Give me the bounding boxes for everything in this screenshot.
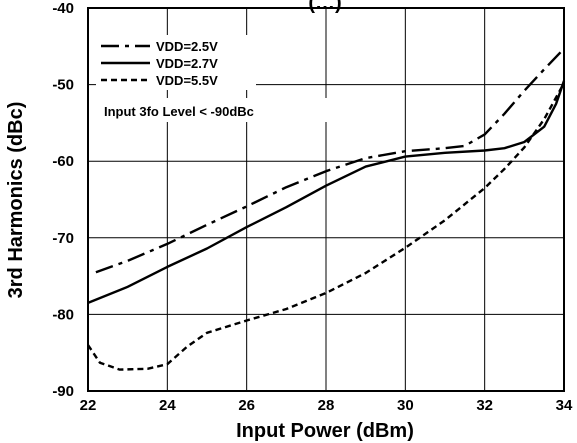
- y-tick-label: -80: [52, 306, 74, 323]
- legend-label: VDD=5.5V: [156, 73, 218, 88]
- series-group: [87, 47, 566, 371]
- y-tick-label: -60: [52, 153, 74, 170]
- x-tick-label: 26: [238, 397, 255, 414]
- x-tick-label: 22: [80, 397, 97, 414]
- y-tick-label: -70: [52, 230, 74, 247]
- plot-frame: [87, 7, 565, 392]
- tick-labels: 22 24 26 28 30 32 34 -40 -50 -60 -70 -80 -90: [52, 0, 573, 414]
- legend: VDD=2.5V VDD=2.7V VDD=5.5V: [96, 35, 256, 90]
- x-tick-label: 32: [476, 397, 493, 414]
- x-tick-label: 28: [318, 397, 335, 414]
- x-tick-label: 30: [397, 397, 414, 414]
- y-tick-label: -40: [52, 0, 74, 17]
- legend-label: VDD=2.7V: [156, 56, 218, 71]
- series-line-vdd-2-5v: [95, 47, 565, 274]
- y-tick-label: -90: [52, 383, 74, 400]
- grid: [88, 8, 564, 391]
- y-tick-label: -50: [52, 77, 74, 94]
- annotation-box: [97, 98, 351, 122]
- legend-label: VDD=2.5V: [156, 39, 218, 54]
- x-tick-label: 24: [159, 397, 176, 414]
- series-line-vdd-5-5v: [87, 82, 566, 371]
- x-axis-title: Input Power (dBm): [236, 420, 414, 442]
- y-axis-title: 3rd Harmonics (dBc): [5, 102, 27, 299]
- x-tick-label: 34: [556, 397, 573, 414]
- annotation-text: Input 3fo Level < -90dBc: [104, 104, 254, 119]
